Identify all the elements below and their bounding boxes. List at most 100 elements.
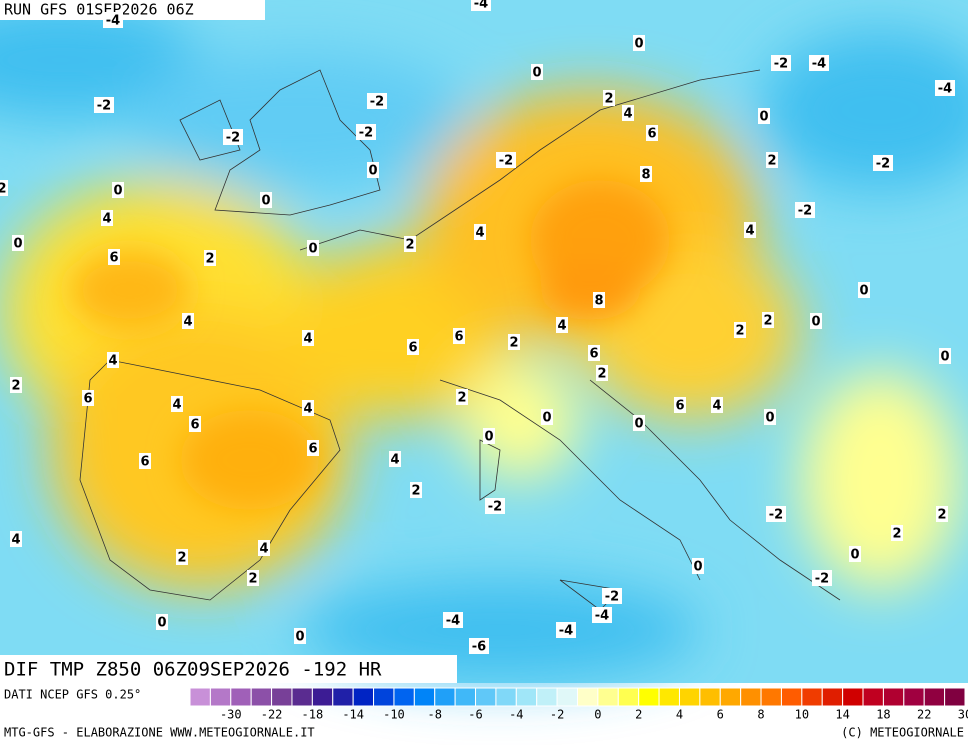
contour-label: 2 (763, 314, 772, 329)
contour-label: 0 (693, 560, 702, 575)
contour-label: 8 (594, 294, 603, 309)
label-bg (94, 97, 114, 113)
contour-label: 2 (735, 324, 744, 339)
label-bg (82, 390, 94, 406)
label-bg (762, 312, 774, 328)
label-bg (294, 628, 306, 644)
contour-label: 6 (308, 442, 317, 457)
colorbar-tick-label: 30 (958, 708, 968, 722)
contour-label: 0 (368, 164, 377, 179)
label-bg (302, 400, 314, 416)
colorbar-swatch (536, 687, 558, 707)
colorbar-tick-label: 0 (594, 708, 601, 722)
contour-label: -2 (605, 590, 619, 605)
contour-label: 6 (589, 347, 598, 362)
label-bg (764, 409, 776, 425)
label-bg (474, 224, 486, 240)
label-bg (744, 222, 756, 238)
label-bg (456, 389, 468, 405)
colorbar-swatch (332, 687, 354, 707)
contour-label: 0 (261, 194, 270, 209)
colorbar-tick-label: 22 (917, 708, 931, 722)
contour-label: 6 (675, 399, 684, 414)
contour-label: 0 (532, 66, 541, 81)
label-bg (556, 317, 568, 333)
label-bg (556, 622, 576, 638)
contour-label: -4 (595, 609, 609, 624)
colorbar-swatch (230, 687, 252, 707)
colorbar-swatch (352, 687, 375, 707)
colorbar-tick-label: 18 (876, 708, 890, 722)
label-bg (734, 322, 746, 338)
contour-label: -4 (938, 82, 952, 97)
label-bg (485, 498, 505, 514)
warm-core (70, 180, 670, 510)
colorbar-swatch (923, 687, 946, 707)
label-bg (171, 396, 183, 412)
label-bg (189, 416, 201, 432)
label-bg (0, 180, 8, 196)
label-bg (10, 531, 22, 547)
colorbar-swatch (209, 687, 232, 707)
colorbar-swatch (699, 687, 721, 707)
contour-label: -2 (499, 154, 513, 169)
colorbar-swatch (250, 687, 273, 707)
colorbar-tick-label: -6 (468, 708, 482, 722)
contour-label: -4 (474, 0, 488, 12)
contour-label: 4 (303, 402, 312, 417)
colorbar-swatch (740, 687, 762, 707)
label-bg (935, 80, 955, 96)
contour-label: 0 (13, 237, 22, 252)
contour-label: 4 (11, 533, 20, 548)
label-bg (101, 210, 113, 226)
coastlines (79, 69, 841, 611)
colorbar-swatch (189, 687, 211, 707)
colorbar-swatch (475, 687, 497, 707)
contour-label: -2 (359, 126, 373, 141)
contour-label: 2 (767, 154, 776, 169)
contour-label: -2 (488, 500, 502, 515)
colorbar-swatch (577, 687, 599, 707)
contour-label: 2 (0, 182, 7, 197)
label-bg (107, 352, 119, 368)
label-bg (633, 415, 645, 431)
label-bg (849, 546, 861, 562)
label-bg (12, 235, 24, 251)
contour-label: 4 (557, 319, 566, 334)
contour-label: 4 (712, 399, 721, 414)
colorbar-tick-label: -30 (220, 708, 242, 722)
label-bg (108, 249, 120, 265)
contour-label: -2 (370, 95, 384, 110)
colorbar-swatch (862, 687, 884, 707)
contour-label: 2 (892, 527, 901, 542)
contour-label: 2 (405, 238, 414, 253)
colorbar-tick-label: -2 (550, 708, 564, 722)
label-bg (633, 35, 645, 51)
label-bg (247, 570, 259, 586)
colorbar-tick-label: -22 (261, 708, 283, 722)
contour-label: 0 (113, 184, 122, 199)
contour-label: -2 (97, 99, 111, 114)
label-bg (410, 482, 422, 498)
label-bg (10, 377, 22, 393)
contour-label: -2 (774, 57, 788, 72)
contour-label: 2 (411, 484, 420, 499)
label-bg (112, 182, 124, 198)
contour-label: 4 (745, 224, 754, 239)
label-bg (139, 453, 151, 469)
label-bg (891, 525, 903, 541)
contour-label: 2 (11, 379, 20, 394)
colorbar-swatch (617, 687, 640, 707)
contour-label: 0 (484, 430, 493, 445)
colorbar-swatch (495, 687, 517, 707)
contour-label: 2 (597, 367, 606, 382)
label-bg (602, 588, 622, 604)
contour-label: 4 (623, 107, 632, 122)
colorbar-swatch (638, 687, 660, 707)
label-bg (156, 614, 168, 630)
colorbar-swatch (393, 687, 415, 707)
label-bg (496, 152, 516, 168)
title-box (0, 655, 457, 683)
colorbar-swatch (434, 687, 456, 707)
label-bg (592, 607, 612, 623)
